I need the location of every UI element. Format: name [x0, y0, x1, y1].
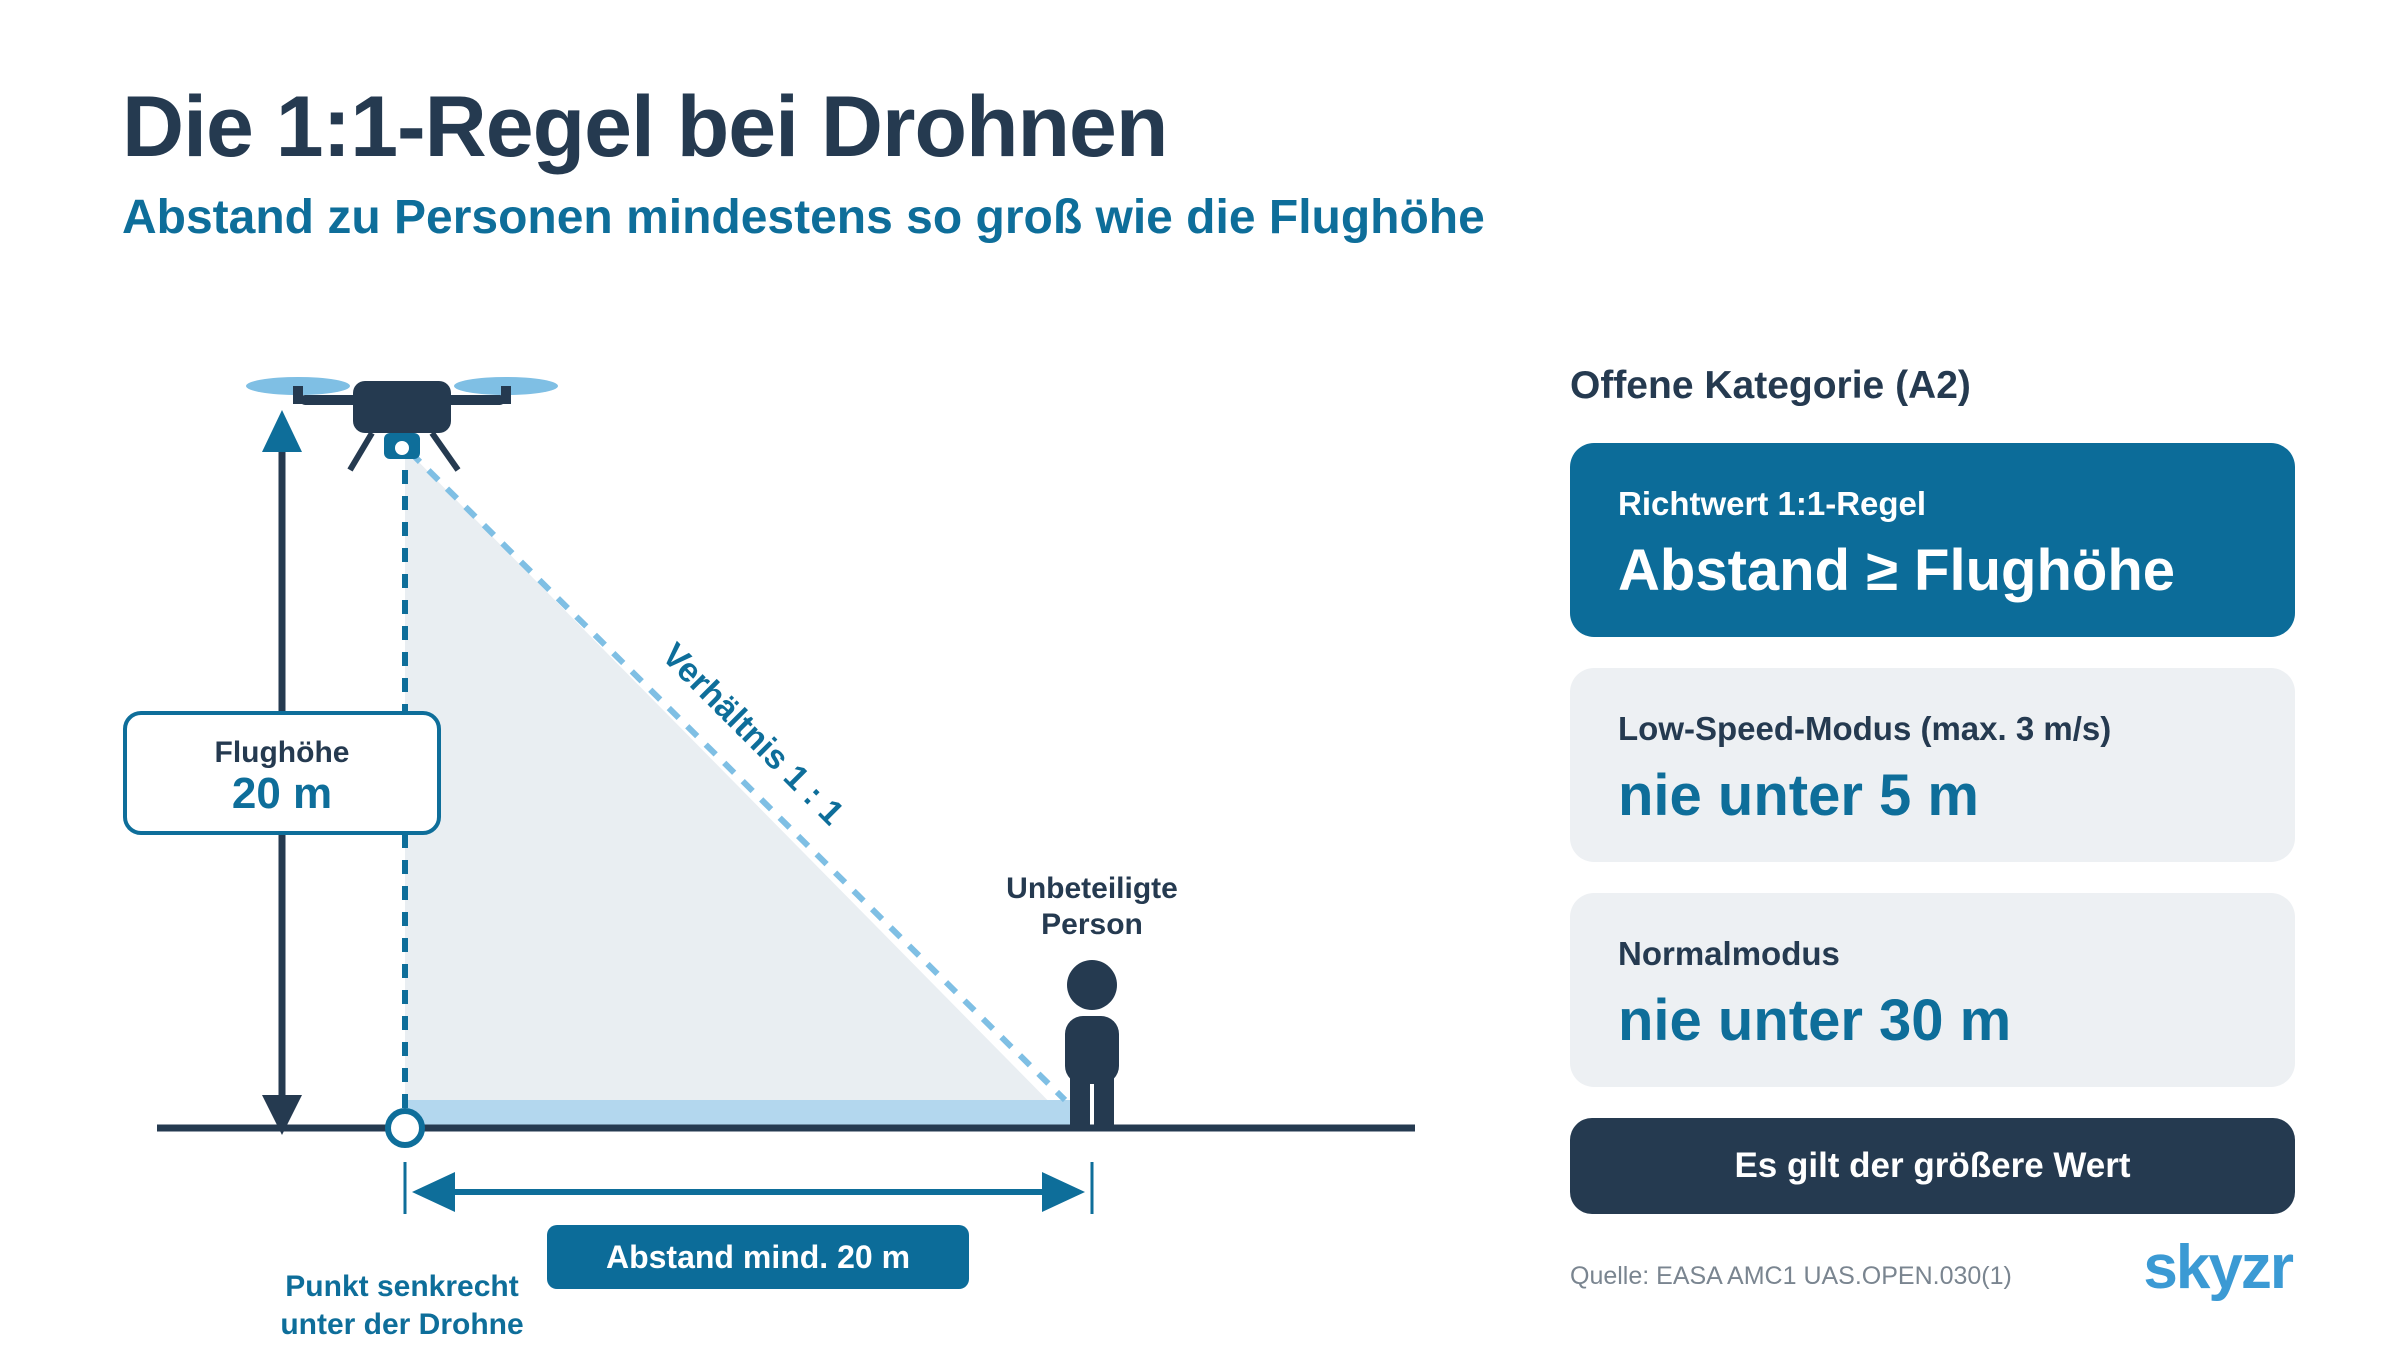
- person-label-line2: Person: [1041, 908, 1143, 941]
- larger-value-note: Es gilt der größere Wert: [1570, 1118, 2295, 1214]
- person-icon: [1065, 960, 1119, 1128]
- distance-label-box: [547, 1225, 969, 1289]
- ground-point-marker: [385, 1108, 425, 1148]
- distance-triangle: [405, 448, 1073, 1126]
- diagonal-dashed-line: [407, 449, 1068, 1103]
- brand-logo: skyzr: [2143, 1233, 2294, 1302]
- height-label-box: [123, 711, 441, 835]
- height-value: 20 m: [232, 769, 332, 818]
- card-label: Low-Speed-Modus (max. 3 m/s): [1618, 710, 2112, 747]
- drone-distance-diagram: Flughöhe 20 m Verhältnis 1 : 1 Unbeteili…: [123, 377, 1415, 1341]
- person-label-line1: Unbeteiligte: [1006, 872, 1178, 905]
- card-label: Normalmodus: [1618, 935, 1840, 972]
- distance-arrow-right-icon: [1042, 1172, 1085, 1212]
- page-title: Die 1:1-Regel bei Drohnen: [122, 79, 1168, 175]
- card-value: nie unter 30 m: [1618, 988, 2012, 1053]
- distance-label: Abstand mind. 20 m: [606, 1239, 910, 1275]
- source-note: Quelle: EASA AMC1 UAS.OPEN.030(1): [1570, 1262, 2012, 1290]
- card-label: Richtwert 1:1-Regel: [1618, 485, 1927, 522]
- height-arrow-bottom-icon: [262, 1095, 302, 1135]
- card-value: nie unter 5 m: [1618, 763, 1979, 828]
- card-low-speed-mode: Low-Speed-Modus (max. 3 m/s) nie unter 5…: [1570, 668, 2295, 862]
- distance-arrow-left-icon: [412, 1172, 455, 1212]
- card-rule-of-thumb: Richtwert 1:1-Regel Abstand ≥ Flughöhe: [1570, 443, 2295, 637]
- panel-heading: Offene Kategorie (A2): [1570, 364, 1971, 407]
- card-value: Abstand ≥ Flughöhe: [1618, 538, 2176, 603]
- ground-band: [405, 1100, 1073, 1126]
- page-subtitle: Abstand zu Personen mindestens so groß w…: [122, 191, 1485, 244]
- point-label-line2: unter der Drohne: [280, 1308, 523, 1341]
- card-normal-mode: Normalmodus nie unter 30 m: [1570, 893, 2295, 1087]
- point-label-line1: Punkt senkrecht: [285, 1270, 518, 1303]
- height-label: Flughöhe: [215, 736, 350, 769]
- height-arrow-top-icon: [262, 410, 302, 452]
- drone-icon: [246, 377, 558, 472]
